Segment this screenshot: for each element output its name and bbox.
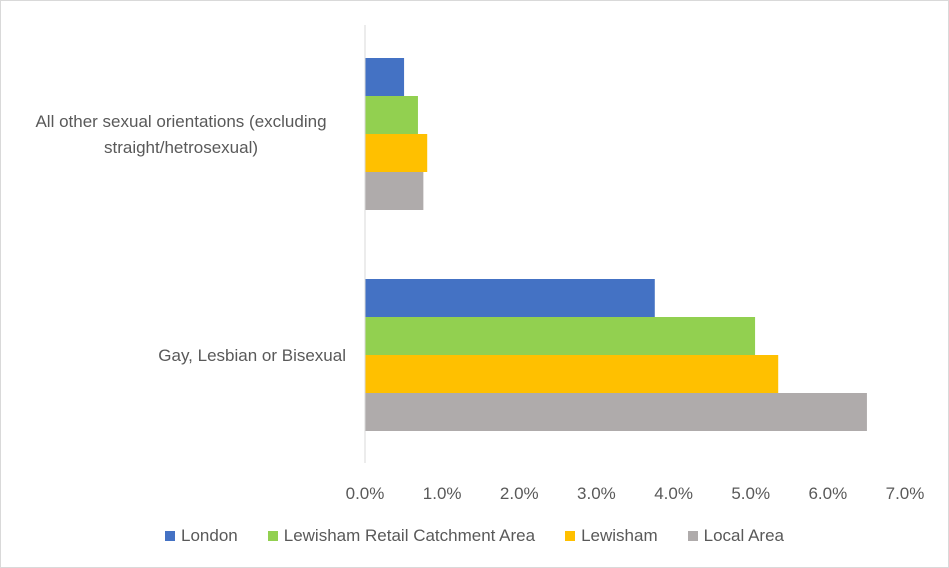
legend-label: London bbox=[181, 526, 238, 545]
x-tick-label: 3.0% bbox=[577, 484, 616, 503]
legend-swatch bbox=[267, 531, 278, 541]
bar-london-0 bbox=[365, 58, 405, 96]
legend-item: London bbox=[165, 526, 238, 546]
bar-lewisham-retail-catchment-area-0 bbox=[365, 96, 418, 134]
chart-legend: London Lewisham Retail Catchment Area Lewi… bbox=[0, 522, 949, 550]
x-tick-label: 7.0% bbox=[886, 484, 925, 503]
x-tick-label: 5.0% bbox=[731, 484, 770, 503]
bar-london-1 bbox=[365, 279, 655, 317]
bar-lewisham-0 bbox=[365, 134, 428, 172]
legend-item: Lewisham bbox=[565, 526, 658, 546]
bar-lewisham-retail-catchment-area-1 bbox=[365, 317, 756, 355]
category-label: All other sexual orientations (excluding bbox=[35, 112, 326, 131]
bar-local-area-1 bbox=[365, 393, 867, 431]
category-label: Gay, Lesbian or Bisexual bbox=[158, 346, 346, 365]
legend-label: Lewisham bbox=[581, 526, 658, 545]
bar-lewisham-1 bbox=[365, 355, 779, 393]
bar-local-area-0 bbox=[365, 172, 424, 210]
category-label: straight/hetrosexual) bbox=[104, 138, 258, 157]
x-tick-label: 0.0% bbox=[346, 484, 385, 503]
legend-label: Local Area bbox=[703, 526, 784, 545]
bar-chart: All other sexual orientations (excluding… bbox=[35, 25, 925, 503]
x-tick-label: 4.0% bbox=[654, 484, 693, 503]
legend-swatch bbox=[565, 531, 576, 541]
x-tick-label: 2.0% bbox=[500, 484, 539, 503]
legend-item: Local Area bbox=[687, 526, 784, 546]
x-tick-label: 6.0% bbox=[808, 484, 847, 503]
legend-swatch bbox=[165, 531, 176, 541]
legend-swatch bbox=[687, 531, 698, 541]
legend-label: Lewisham Retail Catchment Area bbox=[283, 526, 536, 545]
legend-item: Lewisham Retail Catchment Area bbox=[267, 526, 536, 546]
x-tick-label: 1.0% bbox=[423, 484, 462, 503]
